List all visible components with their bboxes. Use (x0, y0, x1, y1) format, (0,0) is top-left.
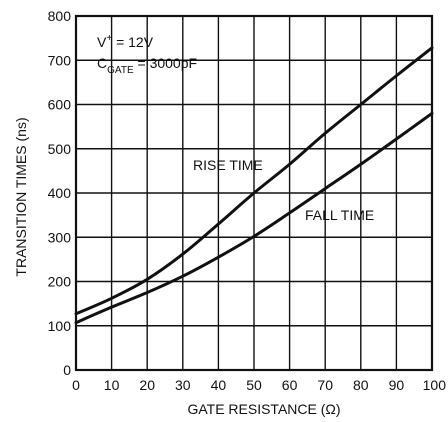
rise-time-line (74, 46, 434, 316)
x-tick-label: 100 (423, 377, 447, 393)
fall-time-label: FALL TIME (305, 207, 374, 223)
series-layer (74, 46, 434, 325)
y-axis-title: TRANSITION TIMES (ns) (13, 117, 29, 276)
x-tick-label: 10 (104, 377, 120, 393)
plot-frame (74, 14, 434, 372)
x-tick-label: 30 (175, 377, 191, 393)
x-tick-label: 50 (246, 377, 262, 393)
x-tick-label: 40 (211, 377, 227, 393)
x-tick-label: 20 (139, 377, 155, 393)
x-tick-label: 80 (353, 377, 369, 393)
x-tick-label: 70 (317, 377, 333, 393)
supply-voltage-symbol: V (97, 34, 107, 50)
gate-capacitance-symbol: C (97, 55, 107, 71)
y-tick-label: 100 (48, 318, 72, 334)
y-tick-label: 600 (48, 97, 72, 113)
gate-capacitance-subscript: GATE (107, 65, 134, 76)
gate-capacitance-value: = 3000pF (134, 55, 197, 71)
y-tick-label: 0 (63, 362, 71, 378)
x-tick-label: 0 (72, 377, 80, 393)
tick-label-layer: 0 10 20 30 40 50 60 70 80 90 100 0 100 200 300 400 500 60… (48, 8, 447, 393)
y-tick-label: 700 (48, 52, 72, 68)
y-tick-label: 400 (48, 185, 72, 201)
y-tick-label: 500 (48, 141, 72, 157)
y-tick-label: 200 (48, 274, 72, 290)
rise-time-label: RISE TIME (193, 157, 263, 173)
fall-time-line (74, 111, 434, 325)
y-tick-label: 300 (48, 229, 72, 245)
supply-voltage-annotation: V+ = 12V (97, 33, 154, 50)
gate-capacitance-annotation: CGATE = 3000pF (97, 55, 197, 76)
x-tick-label: 90 (389, 377, 405, 393)
x-axis-title: GATE RESISTANCE (Ω) (187, 401, 340, 417)
y-tick-label: 800 (48, 8, 72, 24)
supply-voltage-superscript: + (106, 33, 112, 44)
x-tick-label: 60 (282, 377, 298, 393)
supply-voltage-value: = 12V (112, 34, 154, 50)
